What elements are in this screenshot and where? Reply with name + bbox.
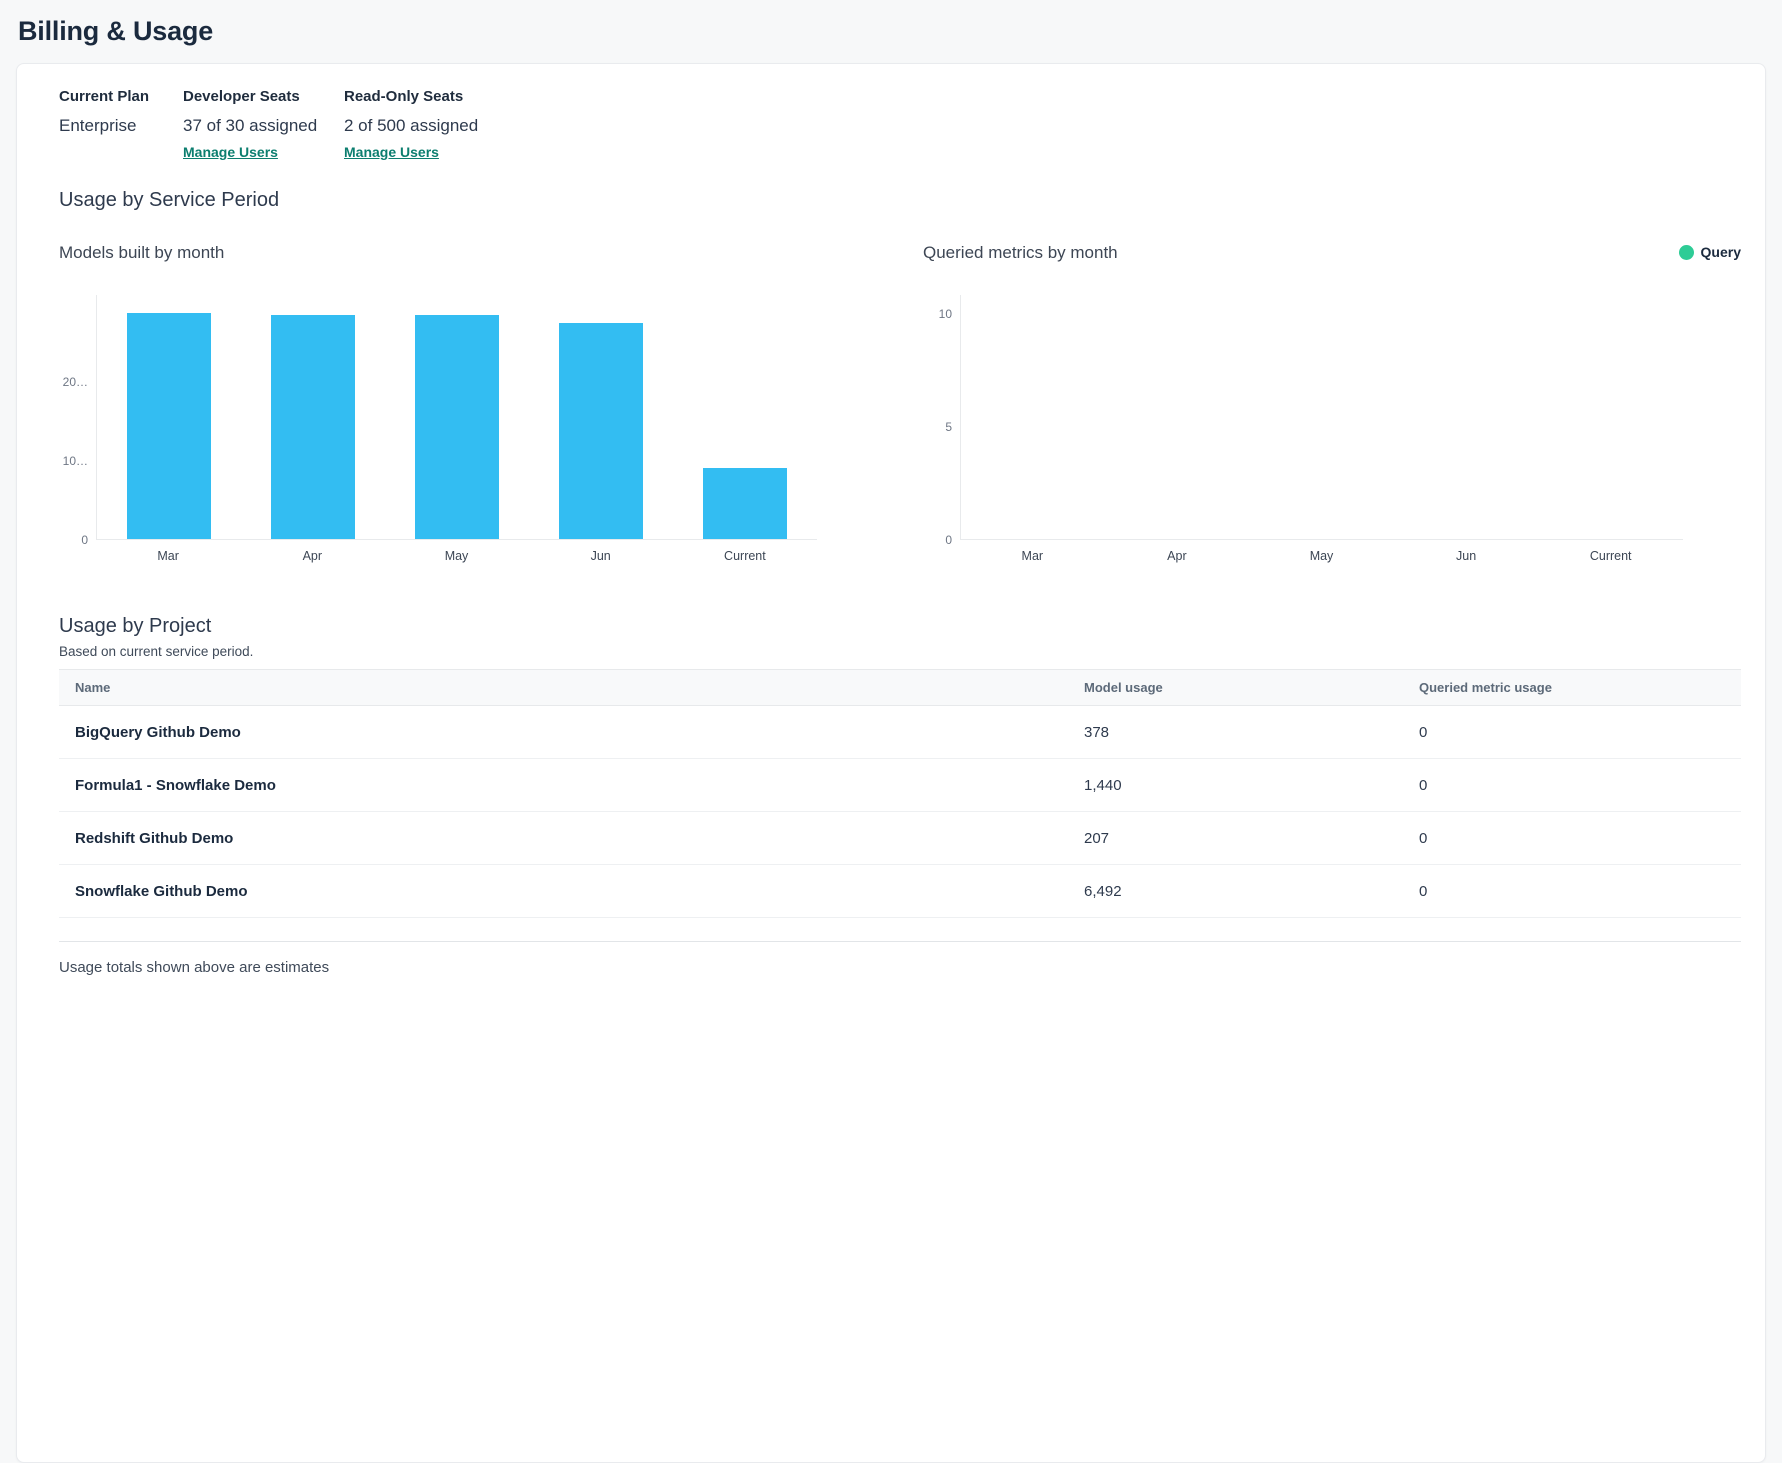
queried-metric-usage-cell: 0 [1419, 723, 1428, 741]
plot-frame [96, 295, 817, 540]
y-tick-label: 0 [945, 533, 952, 547]
billing-usage-card: Current Plan Enterprise Developer Seats … [16, 63, 1766, 1463]
x-axis-label: Jun [590, 549, 611, 563]
current-plan-value: Enterprise [59, 116, 137, 135]
usage-by-project-table: Name Model usage Queried metric usage Bi… [59, 669, 1741, 942]
charts-row: Models built by month 0 10… 20… Mar Apr May Ju… [59, 242, 1741, 565]
usage-by-service-period-heading: Usage by Service Period [59, 189, 280, 211]
x-axis-label: Current [724, 549, 766, 563]
project-name-cell: Redshift Github Demo [75, 829, 234, 847]
model-usage-cell: 1,440 [1084, 776, 1122, 794]
manage-users-link-developer[interactable]: Manage Users [183, 144, 278, 160]
page-title: Billing & Usage [18, 16, 214, 46]
chart-bar-current [703, 467, 787, 539]
chart-plot-area: 0 10… 20… Mar Apr May Jun Current [59, 295, 817, 565]
developer-seats-value: 37 of 30 assigned [183, 116, 318, 135]
usage-by-project-subtitle: Based on current service period. [59, 644, 254, 659]
chart-bar-may [415, 314, 499, 539]
column-header-name: Name [75, 680, 111, 695]
x-axis-label: Apr [302, 549, 323, 563]
x-axis: Mar Apr May Jun Current [960, 540, 1683, 565]
table-row: BigQuery Github Demo 378 0 [59, 706, 1741, 759]
chart-bar-jun [559, 323, 643, 539]
y-tick-label: 10 [938, 307, 952, 322]
chart-bar-mar [127, 312, 211, 539]
y-tick-label: 0 [81, 533, 88, 547]
x-axis: Mar Apr May Jun Current [96, 540, 817, 565]
plan-summary: Current Plan Enterprise Developer Seats … [59, 88, 1741, 161]
table-row: Formula1 - Snowflake Demo 1,440 0 [59, 759, 1741, 812]
chart-plot-area: 0 5 10 Mar Apr May Jun Current [923, 295, 1683, 565]
table-header-row: Name Model usage Queried metric usage [59, 669, 1741, 706]
current-plan-label: Current Plan [59, 88, 150, 105]
chart-bar-apr [271, 314, 355, 539]
y-tick-label: 5 [945, 420, 952, 435]
plan-col-readonly-seats: Read-Only Seats 2 of 500 assigned Manage… [344, 88, 478, 161]
chart-models-built-by-month: Models built by month 0 10… 20… Mar Apr May Ju… [59, 242, 817, 565]
chart-title: Queried metrics by month [923, 243, 1118, 262]
footer-note: Usage totals shown above are estimates [59, 959, 330, 976]
chart-title: Models built by month [59, 243, 225, 262]
x-axis-label: Mar [157, 549, 179, 563]
query-legend-dot [1678, 244, 1694, 260]
column-header-model-usage: Model usage [1084, 680, 1163, 695]
project-name-cell: Snowflake Github Demo [75, 882, 248, 900]
x-axis-label: Apr [1167, 549, 1187, 563]
project-name-cell: BigQuery Github Demo [75, 723, 241, 741]
model-usage-cell: 207 [1084, 829, 1110, 847]
queried-metric-usage-cell: 0 [1419, 776, 1428, 794]
readonly-seats-label: Read-Only Seats [344, 88, 464, 105]
developer-seats-label: Developer Seats [183, 88, 300, 105]
table-empty-row [59, 918, 1741, 942]
readonly-seats-value: 2 of 500 assigned [344, 116, 479, 135]
x-axis-label: Mar [1021, 549, 1044, 563]
chart-queried-metrics-by-month: Queried metrics by month 0 5 10 Mar Apr May Ju… [923, 242, 1683, 565]
table-body: BigQuery Github Demo 378 0 Formula1 - Snowf… [59, 706, 1741, 918]
usage-by-project-heading: Usage by Project [59, 615, 212, 637]
y-tick-label: 10… [62, 453, 88, 468]
query-legend: Query [1678, 244, 1741, 260]
plot-frame [960, 295, 1683, 540]
x-axis-label: May [444, 549, 469, 563]
table-row: Redshift Github Demo 207 0 [59, 812, 1741, 865]
column-header-queried-metric-usage: Queried metric usage [1419, 680, 1552, 695]
project-name-cell: Formula1 - Snowflake Demo [75, 776, 276, 794]
x-axis-label: Jun [1456, 549, 1477, 563]
table-row: Snowflake Github Demo 6,492 0 [59, 865, 1741, 918]
plan-col-developer-seats: Developer Seats 37 of 30 assigned Manage… [183, 88, 344, 161]
queried-metric-usage-cell: 0 [1419, 882, 1428, 900]
x-axis-label: May [1309, 549, 1334, 563]
manage-users-link-readonly[interactable]: Manage Users [344, 144, 439, 160]
x-axis-label: Current [1589, 549, 1632, 563]
query-legend-label: Query [1700, 244, 1741, 260]
model-usage-cell: 6,492 [1084, 882, 1122, 900]
page-header: Billing & Usage [0, 0, 1782, 63]
queried-metric-usage-cell: 0 [1419, 829, 1428, 847]
y-tick-label: 20… [62, 374, 88, 389]
plan-col-current-plan: Current Plan Enterprise [59, 88, 183, 161]
model-usage-cell: 378 [1084, 723, 1110, 741]
